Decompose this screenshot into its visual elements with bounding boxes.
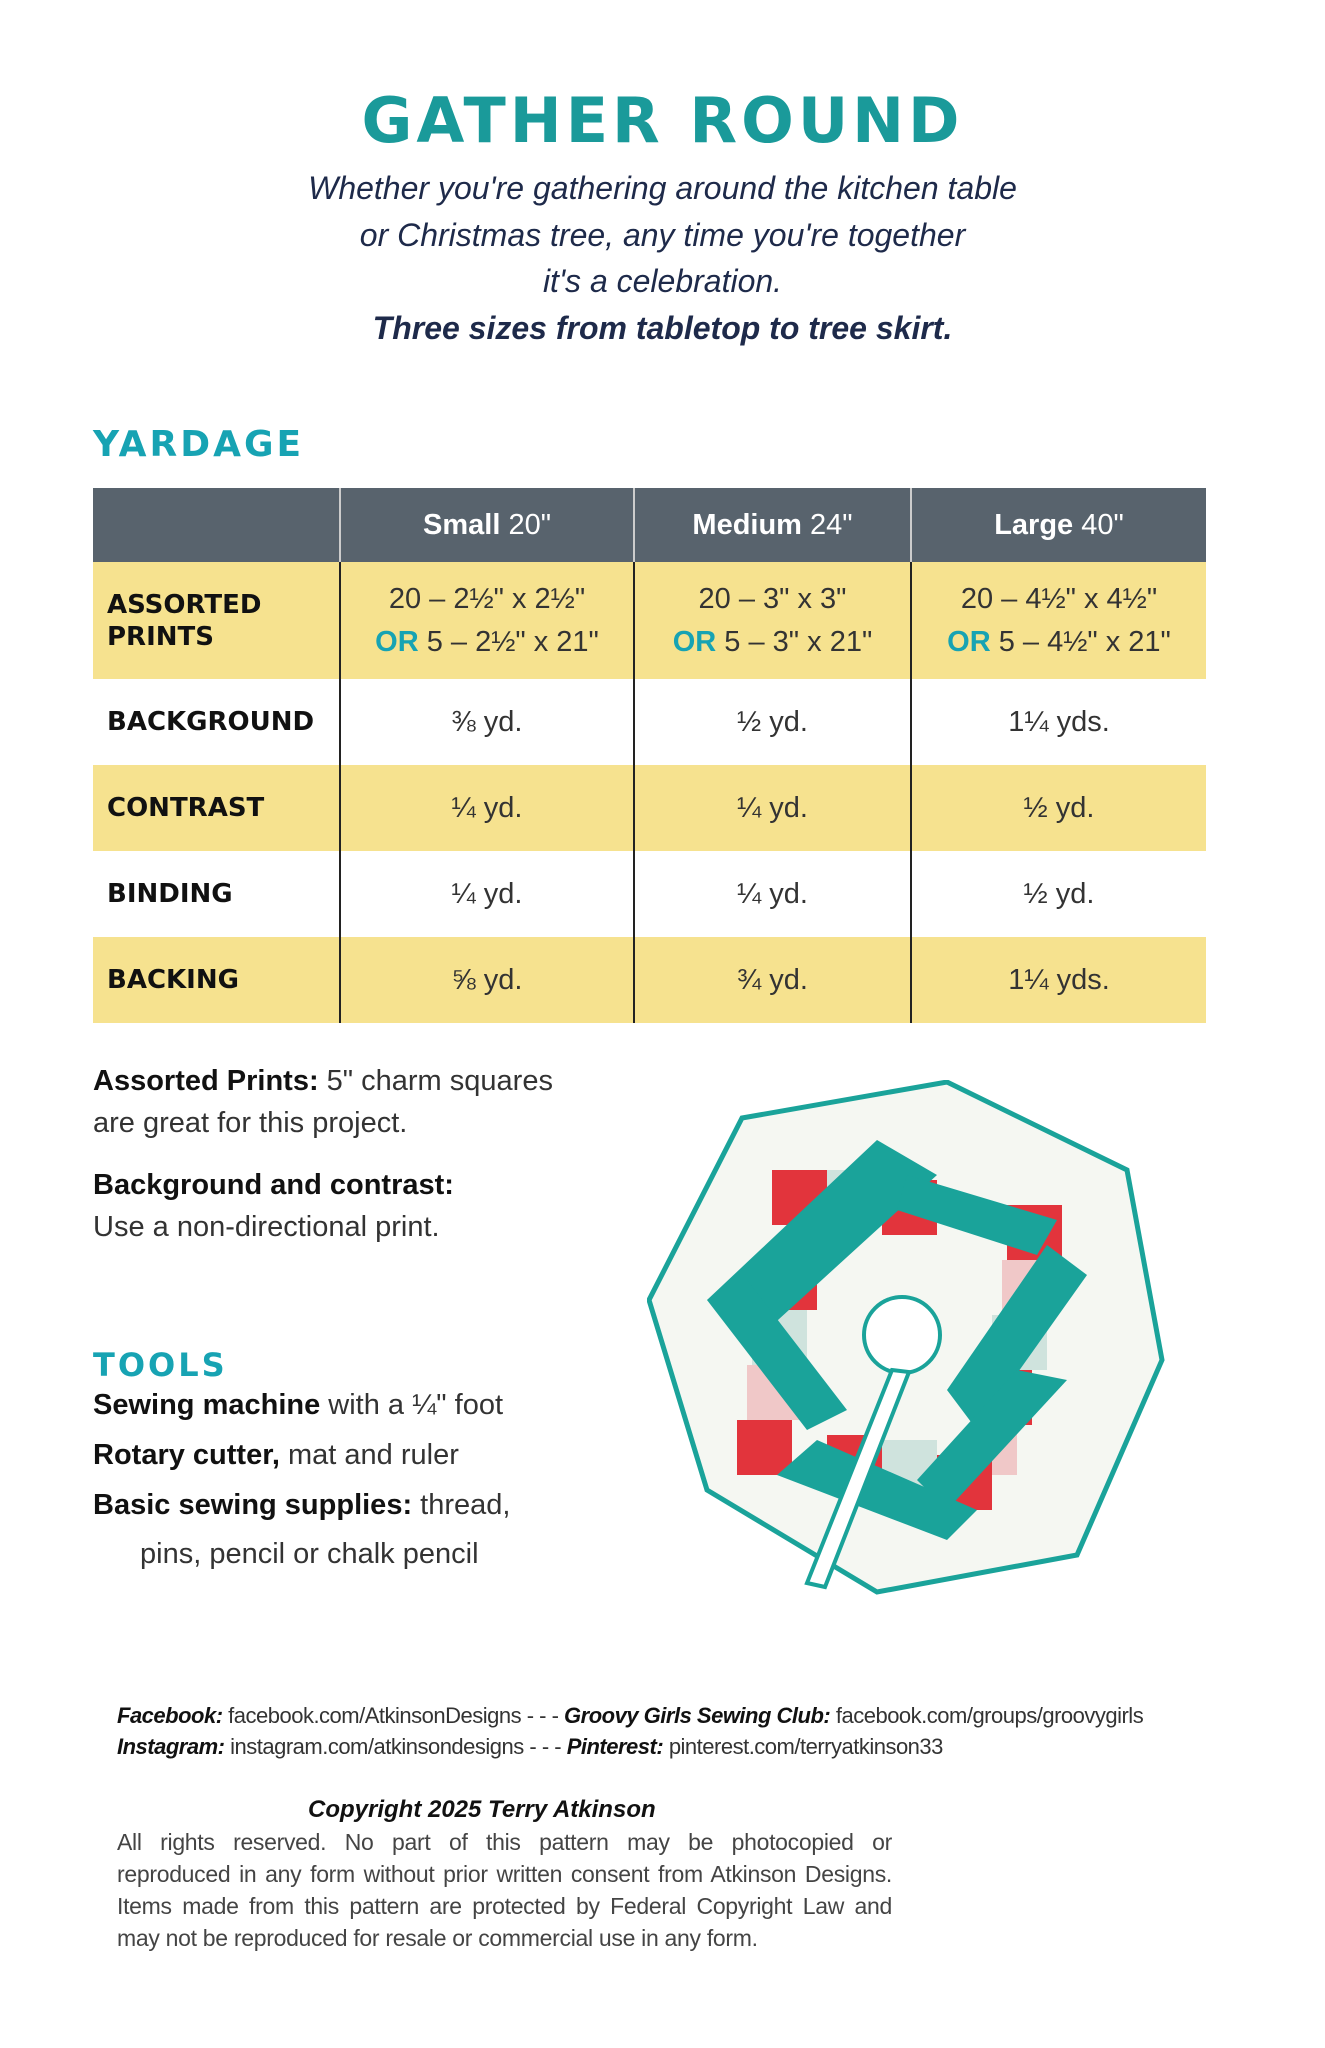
- note-assorted-prints: Assorted Prints: 5" charm squares are gre…: [93, 1065, 553, 1139]
- opening-slit: [804, 1367, 912, 1590]
- table-row: CONTRAST ¼ yd. ¼ yd. ½ yd.: [93, 765, 1206, 851]
- table-cell: ⅝ yd.: [339, 937, 634, 1023]
- header-large: Large 40": [910, 488, 1206, 562]
- table-cell: 20 – 3" x 3" OR 5 – 3" x 21": [633, 562, 911, 679]
- row-label: BACKGROUND: [107, 707, 315, 737]
- table-header-row: Small 20" Medium 24" Large 40": [93, 488, 1206, 562]
- table-row: ASSORTED PRINTS 20 – 2½" x 2½" OR 5 – 2½"…: [93, 562, 1206, 679]
- table-cell: ¼ yd.: [339, 765, 634, 851]
- copyright-heading: Copyright 2025 Terry Atkinson: [308, 1796, 656, 1823]
- table-cell: ¼ yd.: [633, 765, 911, 851]
- center-hole: [862, 1295, 942, 1375]
- tool-item: Basic sewing supplies: thread,: [93, 1489, 511, 1521]
- row-label: ASSORTED PRINTS: [93, 562, 340, 679]
- table-cell: ½ yd.: [910, 765, 1206, 851]
- tools-heading: TOOLS: [93, 1346, 228, 1384]
- table-cell: 20 – 4½" x 4½" OR 5 – 4½" x 21": [910, 562, 1206, 679]
- yardage-table: Small 20" Medium 24" Large 40" ASSORTED …: [93, 488, 1206, 1023]
- legal-line: reproduced in any form without prior wri…: [117, 1861, 892, 1887]
- tool-item-continued: pins, pencil or chalk pencil: [140, 1538, 479, 1570]
- legal-line: Items made from this pattern are protect…: [117, 1893, 892, 1919]
- row-label: BACKING: [93, 937, 340, 1023]
- teal-swirl: [707, 1140, 1087, 1540]
- yardage-heading: YARDAGE: [93, 424, 305, 465]
- subtitle-line-bold: Three sizes from tabletop to tree skirt.: [372, 310, 953, 346]
- subtitle-line: Whether you're gathering around the kitc…: [308, 170, 1017, 206]
- table-row: BACKGROUND ⅜ yd. ½ yd. 1¼ yds.: [93, 679, 1206, 765]
- subtitle-line: or Christmas tree, any time you're toget…: [359, 217, 966, 253]
- subtitle-line: it's a celebration.: [542, 263, 783, 299]
- tool-item: Rotary cutter, mat and ruler: [93, 1439, 459, 1471]
- table-cell: 1¼ yds.: [910, 679, 1206, 765]
- header-small: Small 20": [339, 488, 634, 562]
- legal-line: may not be reproduced for resale or comm…: [117, 1925, 758, 1951]
- table-cell: ¼ yd.: [633, 851, 911, 937]
- header-empty: [93, 488, 340, 562]
- note-background: Background and contrast: Use a non-direct…: [93, 1169, 454, 1243]
- legal-line: All rights reserved. No part of this pat…: [117, 1829, 892, 1855]
- table-cell: 1¼ yds.: [910, 937, 1206, 1023]
- table-cell: ½ yd.: [633, 679, 911, 765]
- header-medium: Medium 24": [633, 488, 911, 562]
- social-line-1: Facebook: facebook.com/AtkinsonDesigns -…: [117, 1703, 1144, 1728]
- page-title: GATHER ROUND: [361, 84, 964, 157]
- row-label: BINDING: [107, 879, 233, 909]
- social-line-2: Instagram: instagram.com/atkinsondesigns…: [117, 1734, 943, 1759]
- table-cell: ½ yd.: [910, 851, 1206, 937]
- table-row: BACKING ⅝ yd. ¾ yd. 1¼ yds.: [93, 937, 1206, 1023]
- table-cell: ¼ yd.: [339, 851, 634, 937]
- table-cell: ⅜ yd.: [339, 679, 634, 765]
- table-cell: 20 – 2½" x 2½" OR 5 – 2½" x 21": [339, 562, 634, 679]
- table-cell: ¾ yd.: [633, 937, 911, 1023]
- tree-skirt-illustration: [647, 1080, 1165, 1595]
- row-label: CONTRAST: [93, 765, 340, 851]
- tool-item: Sewing machine with a ¼" foot: [93, 1389, 504, 1421]
- table-row: BINDING ¼ yd. ¼ yd. ½ yd.: [93, 851, 1206, 937]
